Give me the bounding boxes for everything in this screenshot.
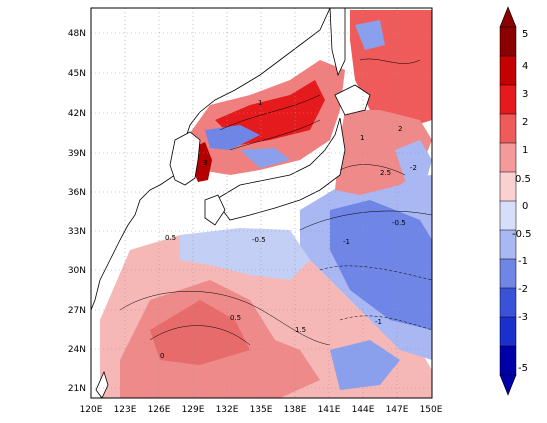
negative-anomaly-japan-sea (205, 125, 260, 150)
negative-anomaly-north (355, 20, 385, 50)
lat-tick-label: 21N (68, 384, 86, 394)
contour-label: 0.5 (165, 234, 176, 242)
lon-tick-label: 126E (148, 405, 171, 415)
lon-tick-label: 135E (250, 405, 273, 415)
colorbar-segment (499, 200, 517, 231)
colorbar-segment (499, 316, 517, 347)
anomaly-field (100, 10, 432, 398)
contour-label: -1 (375, 318, 382, 326)
lat-tick-label: 27N (68, 306, 86, 316)
japan-hokkaido (334, 84, 371, 116)
negative-anomaly-north-2 (395, 140, 432, 185)
contour-label: -1 (343, 238, 350, 246)
lat-tick-label: 24N (68, 345, 86, 355)
japan-honshu (214, 117, 346, 221)
colorbar-label: 5 (522, 29, 528, 40)
negative-anomaly-east-strong (330, 200, 432, 330)
lat-tick-label: 48N (68, 29, 86, 39)
contour-label: -2 (410, 164, 417, 172)
lon-tick-label: 129E (182, 405, 205, 415)
lat-tick-label: 39N (68, 149, 86, 159)
lon-tick-label: 147E (386, 405, 409, 415)
contour-label: -0.5 (392, 219, 406, 227)
lat-tick-label: 45N (68, 69, 86, 79)
lon-tick-label: 120E (80, 405, 103, 415)
colorbar: 5 4 3 2 1 0.5 0 -0.5 -1 -2 -3 -5 (499, 6, 532, 396)
plot-frame (90, 7, 433, 399)
colorbar-segment (499, 26, 517, 57)
colorbar-segment (499, 287, 517, 318)
contour-label: 3 (203, 159, 207, 167)
colorbar-segment (499, 113, 517, 144)
colorbar-label: -2 (518, 284, 528, 295)
lon-tick-label: 132E (216, 405, 239, 415)
colorbar-segment (499, 171, 517, 202)
lon-tick-label: 123E (114, 405, 137, 415)
korean-peninsula (169, 131, 201, 186)
colorbar-label: -3 (518, 312, 528, 323)
colorbar-label: 0 (522, 201, 528, 212)
contour-label: 2 (398, 125, 402, 133)
contour-label: 0 (160, 352, 164, 360)
colorbar-label: 2 (522, 117, 528, 128)
lat-tick-label: 42N (68, 109, 86, 119)
graticule (91, 8, 432, 398)
japan-kyushu (204, 194, 226, 226)
colorbar-top-arrow (499, 6, 517, 28)
lat-tick-label: 36N (68, 188, 86, 198)
contour-label: 2.5 (380, 169, 391, 177)
colorbar-segment (499, 142, 517, 173)
colorbar-segment (499, 84, 517, 115)
lon-tick-label: 141E (318, 405, 341, 415)
colorbar-label: 3 (522, 89, 528, 100)
lon-tick-label: 150E (420, 405, 443, 415)
contour-label: 1 (360, 134, 364, 142)
colorbar-segment (499, 258, 517, 289)
lat-tick-label: 30N (68, 266, 86, 276)
lon-axis: 120E 123E 126E 129E 132E 135E 138E 141E … (80, 405, 443, 415)
colorbar-label: -5 (518, 363, 528, 374)
colorbar-label: 0.5 (515, 174, 531, 185)
colorbar-label: 4 (522, 61, 528, 72)
colorbar-label: 1 (522, 145, 528, 156)
taiwan (95, 370, 109, 398)
negative-anomaly-japan-sea-2 (240, 148, 290, 168)
contour-lines (119, 58, 432, 346)
colorbar-label: -1 (518, 256, 528, 267)
colorbar-segment (499, 345, 517, 376)
negative-anomaly-central (180, 228, 310, 280)
colorbar-label: -0.5 (512, 229, 532, 240)
contour-label: -0.5 (252, 236, 266, 244)
lat-tick-label: 33N (68, 227, 86, 237)
plot-area: 0.5 0.5 1 1 -0.5 -0.5 -1 -1 0 2 -2 1.5 3… (91, 8, 432, 398)
contour-label: 1.5 (295, 326, 306, 334)
lon-tick-label: 144E (352, 405, 375, 415)
negative-anomaly-southeast (330, 340, 400, 390)
contour-label: 1 (258, 99, 262, 107)
land (91, 8, 371, 398)
sakhalin (329, 8, 346, 77)
contour-labels: 0.5 0.5 1 1 -0.5 -0.5 -1 -1 0 2 -2 1.5 3… (160, 99, 417, 360)
lat-axis: 48N 45N 42N 39N 36N 33N 30N 27N 24N 21N (68, 29, 86, 394)
lon-tick-label: 138E (284, 405, 307, 415)
contour-label: 0.5 (230, 314, 241, 322)
colorbar-segments (499, 26, 517, 376)
colorbar-segment (499, 55, 517, 86)
colorbar-bottom-arrow (499, 374, 517, 396)
colorbar-labels: 5 4 3 2 1 0.5 0 -0.5 -1 -2 -3 -5 (512, 29, 532, 374)
